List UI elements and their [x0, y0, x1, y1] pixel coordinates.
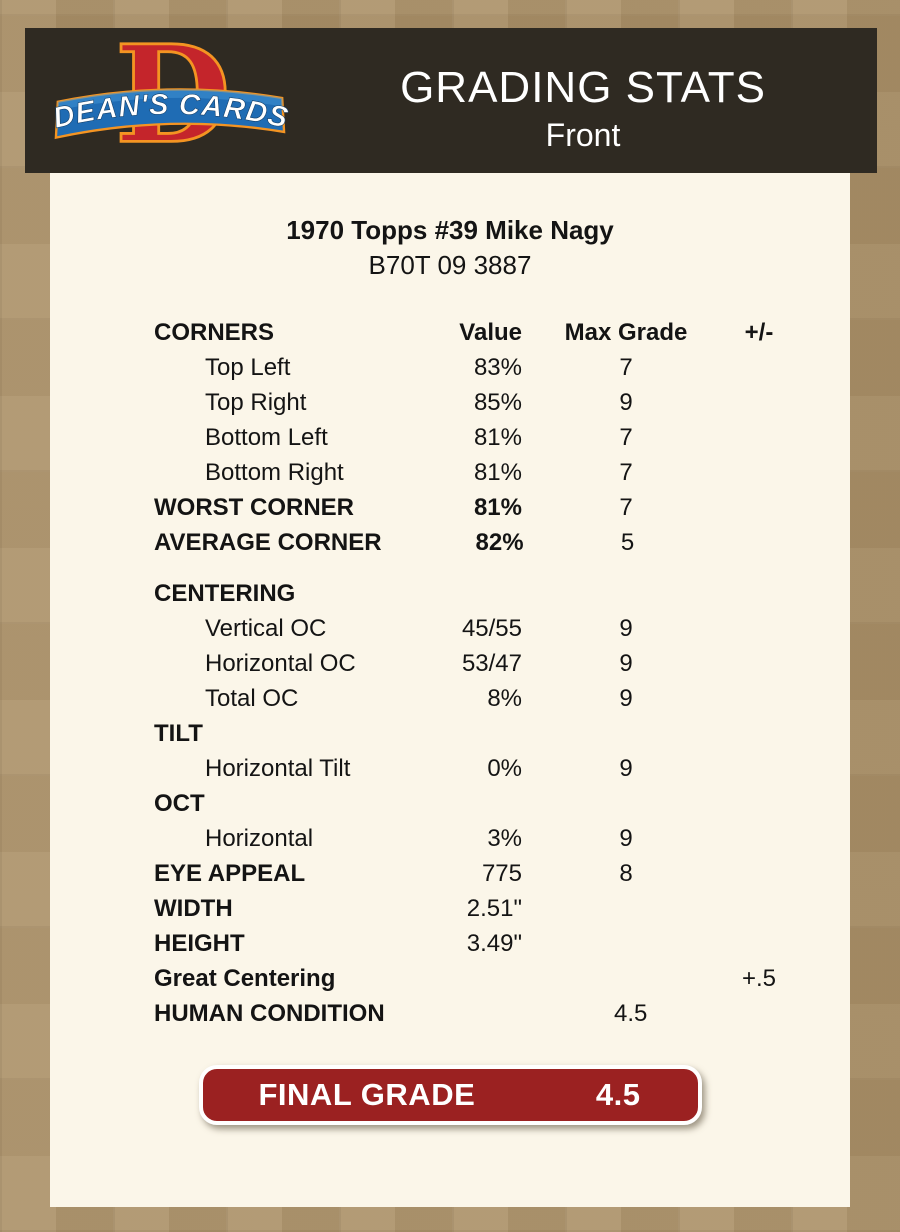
column-header-max-grade: Max Grade: [564, 318, 688, 346]
row-label: AVERAGE CORNER: [154, 528, 382, 556]
row-label: Bottom Right: [205, 458, 344, 486]
row-label: TILT: [154, 719, 203, 747]
row-value: 3.49": [466, 929, 522, 957]
table-row: WORST CORNER 81% 7: [50, 490, 850, 525]
page-subtitle: Front: [545, 116, 621, 153]
table-row: Horizontal OC 53/47 9: [50, 646, 850, 681]
row-label: WIDTH: [154, 894, 233, 922]
final-grade-value: 4.5: [595, 1077, 641, 1112]
row-label: CENTERING: [154, 579, 296, 607]
row-label: Top Right: [205, 388, 307, 416]
row-value: 81%: [473, 493, 522, 521]
table-row: WIDTH 2.51": [50, 891, 850, 926]
row-max-grade: 5: [620, 528, 635, 556]
row-max-grade: 9: [619, 684, 633, 712]
row-value: 0%: [487, 754, 522, 782]
table-row: OCT: [50, 786, 850, 821]
row-label: Horizontal OC: [205, 649, 356, 677]
row-value: 775: [481, 859, 522, 887]
deans-cards-logo-icon: D DEAN'S CARDS: [50, 14, 291, 175]
table-row: Bottom Left 81% 7: [50, 420, 850, 455]
row-label: Vertical OC: [205, 614, 327, 642]
row-label: Total OC: [205, 684, 299, 712]
table-row: Top Right 85% 9: [50, 385, 850, 420]
card-title: 1970 Topps #39 Mike Nagy: [286, 215, 614, 245]
row-value: 85%: [473, 388, 522, 416]
final-grade-button[interactable]: FINAL GRADE 4.5: [198, 1065, 702, 1125]
row-max-grade: 8: [619, 859, 633, 887]
column-header-label: CORNERS: [154, 318, 275, 346]
table-row: Bottom Right 81% 7: [50, 455, 850, 490]
grading-table: CORNERS Value Max Grade +/- Top Left 83% 7 Top …: [50, 315, 850, 1031]
row-label: HEIGHT: [154, 929, 245, 957]
grading-report-panel: 1970 Topps #39 Mike Nagy B70T 09 3887 CO…: [50, 173, 850, 1207]
logo-brand-text: DEAN'S CARDS: [50, 89, 291, 135]
row-value: 53/47: [461, 649, 522, 677]
row-value: 8%: [487, 684, 522, 712]
row-value: 81%: [473, 423, 522, 451]
svg-text:DEAN'S CARDS: DEAN'S CARDS: [51, 89, 289, 135]
column-header-value: Value: [459, 318, 522, 346]
page-title: GRADING STATS: [400, 62, 766, 112]
table-row: EYE APPEAL 775 8: [50, 856, 850, 891]
header-titles: GRADING STATS Front: [289, 46, 877, 156]
deans-cards-logo: D DEAN'S CARDS: [50, 14, 291, 175]
row-max-grade: 9: [619, 754, 633, 782]
row-label: Horizontal Tilt: [205, 754, 351, 782]
row-max-grade: 4.5: [613, 999, 648, 1027]
row-label: Great Centering: [154, 964, 336, 992]
row-max-grade: 9: [619, 824, 633, 852]
table-header-row: CORNERS Value Max Grade +/-: [50, 315, 850, 350]
row-label: Top Left: [205, 353, 291, 381]
row-label: Bottom Left: [205, 423, 328, 451]
row-max-grade: 9: [619, 614, 633, 642]
table-row: CENTERING: [50, 576, 850, 611]
table-row: Horizontal Tilt 0% 9: [50, 751, 850, 786]
row-value: 83%: [473, 353, 522, 381]
column-header-plusminus: +/-: [744, 318, 774, 346]
table-row: HEIGHT 3.49": [50, 926, 850, 961]
table-row: Top Left 83% 7: [50, 350, 850, 385]
table-row: Great Centering +.5: [50, 961, 850, 996]
row-label: Horizontal: [205, 824, 314, 852]
table-row: Vertical OC 45/55 9: [50, 611, 850, 646]
card-code: B70T 09 3887: [368, 250, 532, 280]
final-grade-label: FINAL GRADE: [258, 1077, 476, 1112]
table-row: Total OC 8% 9: [50, 681, 850, 716]
row-value: 2.51": [466, 894, 522, 922]
row-value: 45/55: [461, 614, 522, 642]
header-bar: D DEAN'S CARDS GRADING STATS Front: [25, 14, 877, 175]
row-max-grade: 7: [619, 423, 633, 451]
row-label: EYE APPEAL: [154, 859, 306, 887]
row-max-grade: 7: [619, 458, 633, 486]
row-value: 81%: [473, 458, 522, 486]
table-row: HUMAN CONDITION 4.5: [50, 996, 850, 1031]
row-value: 3%: [487, 824, 522, 852]
row-label: OCT: [154, 789, 205, 817]
row-max-grade: 9: [619, 649, 633, 677]
row-max-grade: 7: [619, 353, 633, 381]
row-max-grade: 9: [619, 388, 633, 416]
row-label: WORST CORNER: [154, 493, 354, 521]
table-row: TILT: [50, 716, 850, 751]
table-row: Horizontal 3% 9: [50, 821, 850, 856]
row-label: HUMAN CONDITION: [154, 999, 385, 1027]
row-plusminus: +.5: [741, 964, 777, 992]
row-value: 82%: [475, 528, 524, 556]
row-max-grade: 7: [619, 493, 633, 521]
table-row: AVERAGE CORNER 82% 5: [50, 525, 850, 560]
